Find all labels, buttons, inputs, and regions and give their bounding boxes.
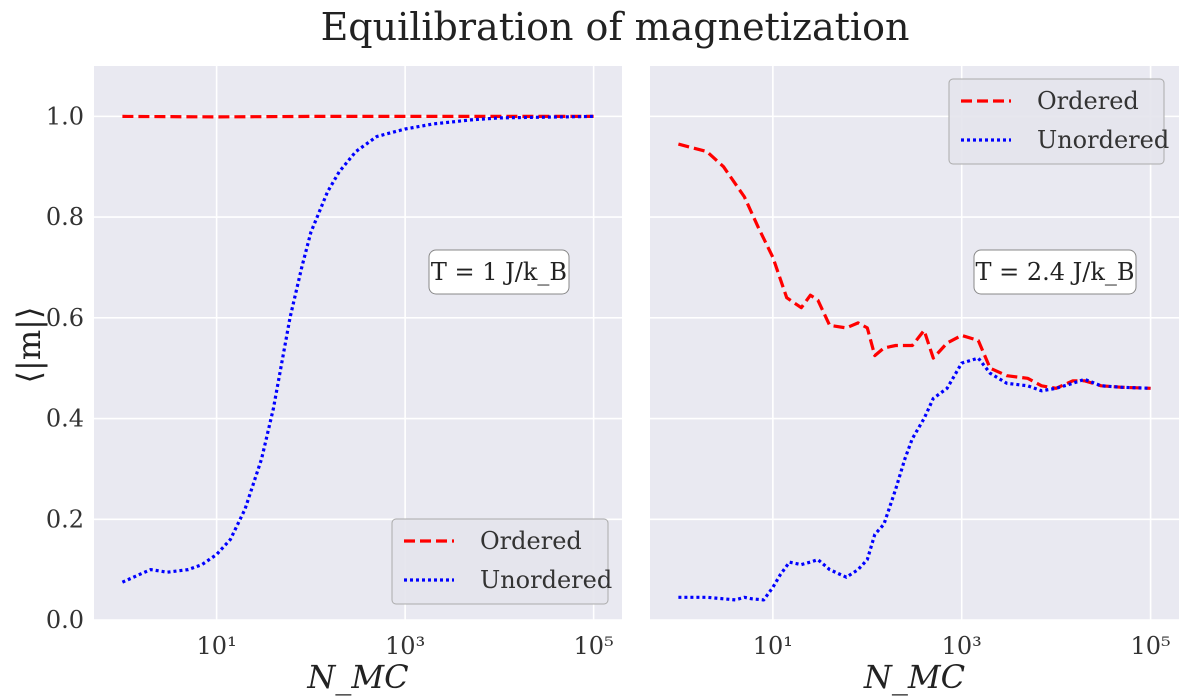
x-tick-label: 10¹ [753,632,793,660]
series-line-ordered [122,114,594,119]
temperature-annotation-box [428,249,570,295]
y-tick-label: 0.8 [46,203,84,231]
x-tick-label: 10⁵ [574,632,614,660]
left-panel: 10¹ 10³ 10⁵ 0.0 0.2 0.4 0.6 0.8 1.0 N_MC T = 1 J/k… [46,66,622,696]
x-tick-label: 10¹ [197,632,237,660]
series-line-unordered [678,356,1151,602]
y-tick-label: 0.2 [46,505,84,533]
series-line-unordered [121,114,594,584]
temperature-annotation-box [973,249,1137,295]
temperature-annotation: T = 1 J/k_B [431,258,567,286]
y-tick-label: 1.0 [46,102,84,130]
y-tick-label: 0.0 [46,606,84,634]
y-tick-label: 0.6 [46,304,84,332]
legend-label-unordered: Unordered [480,566,612,594]
legend-label-ordered: Ordered [480,527,582,555]
right-panel: 10¹ 10³ 10⁵ N_MC T = 2.4 J/k_B Ordered Unorder… [650,66,1179,696]
legend-label-ordered: Ordered [1037,87,1139,115]
x-axis-label: N_MC [863,658,965,696]
legend-label-unordered: Unordered [1037,126,1169,154]
figure-title: Equilibration of magnetization [321,5,910,49]
temperature-annotation: T = 2.4 J/k_B [975,258,1134,286]
x-axis-label: N_MC [306,658,408,696]
y-axis-label: ⟨|m|⟩ [10,307,48,384]
y-tick-label: 0.4 [46,405,84,433]
x-tick-label: 10³ [385,632,425,660]
x-tick-label: 10³ [942,632,982,660]
series-line-ordered [677,142,1151,390]
x-tick-label: 10⁵ [1130,632,1170,660]
